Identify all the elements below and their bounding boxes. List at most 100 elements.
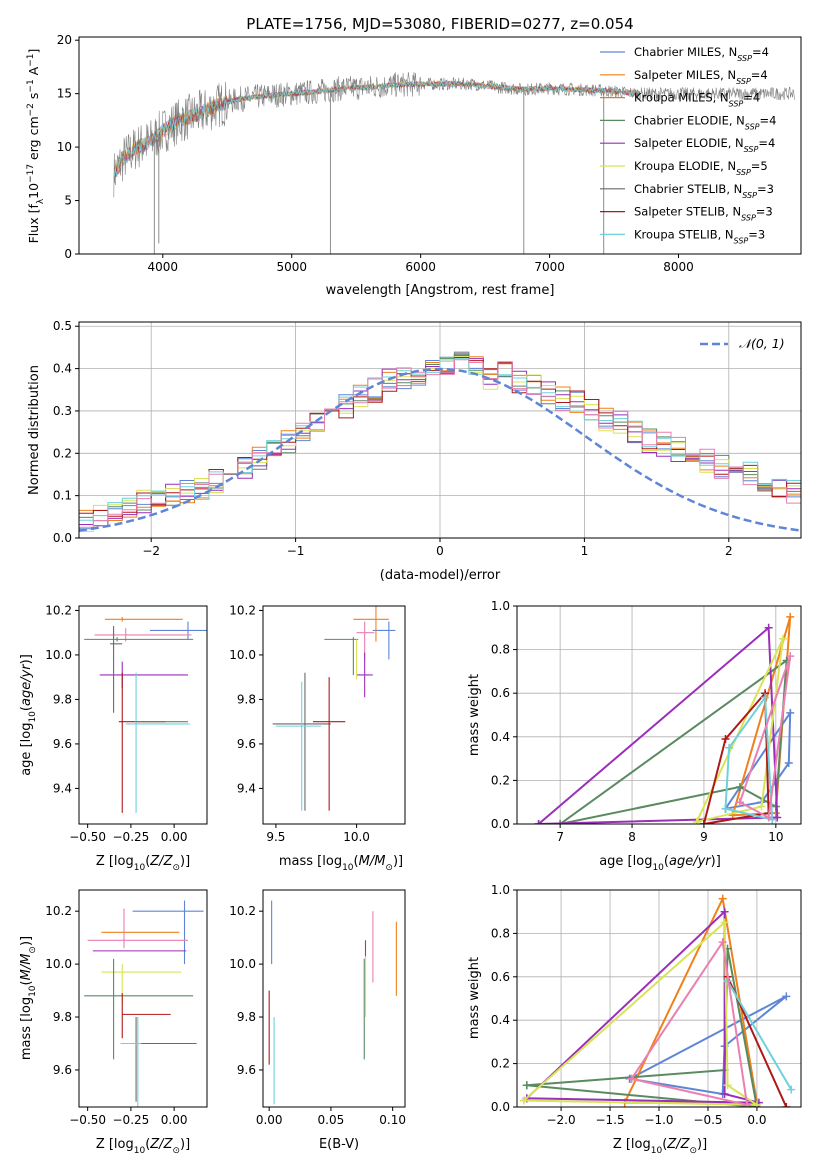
weight-marker: [764, 623, 773, 632]
plot-area: [272, 606, 396, 811]
y-axis-label-part: age [log: [19, 723, 34, 776]
axes-frame: [78, 36, 802, 255]
y-tick-label: 10.2: [229, 603, 256, 617]
x-axis-label-part: 10: [651, 1146, 663, 1156]
y-axis-label-part: (: [19, 706, 34, 711]
y-axis-label-part: )]: [19, 654, 34, 664]
x-axis-label-part: M/M: [359, 854, 386, 869]
plot-area: [534, 612, 795, 824]
weight-marker: [735, 782, 744, 791]
weight-marker: [757, 802, 766, 811]
residual-histogram-line: [79, 352, 801, 521]
y-axis-label-part: −2: [26, 103, 36, 116]
x-tick-label: 9: [700, 830, 708, 844]
weight-marker: [718, 938, 727, 947]
legend-entry-part: SSP: [742, 190, 757, 199]
y-tick-label: 10.2: [45, 603, 72, 617]
y-tick-label: 0.6: [491, 686, 510, 700]
legend-entry-part: Kroupa MILES, N: [634, 91, 729, 105]
y-tick-label: 5: [64, 194, 72, 208]
y-tick-label: 0.4: [491, 1013, 510, 1027]
legend-entry: Kroupa ELODIE, NSSP=5: [634, 159, 768, 177]
legend-entry-part: =3: [748, 227, 765, 241]
x-axis-label-part: age/yr: [669, 854, 712, 869]
y-tick-label: 0.1: [53, 489, 72, 503]
x-axis-label-part: (: [662, 1137, 667, 1152]
weight-line: [695, 638, 784, 823]
legend-entry-part: SSP: [736, 76, 751, 85]
weight-marker: [519, 1096, 528, 1105]
y-axis-label: mass weight: [467, 674, 482, 756]
x-tick-label: −0.50: [69, 1113, 106, 1127]
weight-marker: [556, 820, 565, 824]
y-tick-label: 15: [57, 87, 72, 101]
x-axis-label-part: (: [145, 1137, 150, 1152]
x-axis-label: Z [log10(Z/Z⊙)]: [96, 1137, 190, 1156]
weight-marker: [627, 1074, 636, 1083]
y-axis-label-part: mass [log: [19, 997, 34, 1060]
legend-entry-part: Salpeter MILES, N: [634, 68, 736, 82]
y-axis-label-part: ]: [26, 49, 41, 54]
y-axis-label-part: 10: [28, 985, 38, 997]
x-axis-label-part: (: [664, 854, 669, 869]
x-axis-label-part: ⊙: [172, 1146, 180, 1156]
model-spectrum-line: [113, 80, 640, 182]
weight-marker: [764, 813, 773, 822]
weight-marker: [735, 798, 744, 807]
y-axis-label-part: 10: [28, 711, 38, 723]
plot-area: [79, 351, 801, 536]
x-tick-label: −1.5: [595, 1113, 624, 1127]
x-axis-label: E(B-V): [319, 1137, 359, 1152]
weight-marker: [699, 820, 708, 824]
legend-entry-part: Kroupa ELODIE, N: [634, 159, 736, 173]
legend-entry-part: =4: [760, 113, 777, 127]
y-tick-label: 0.2: [491, 773, 510, 787]
y-tick-label: 0.4: [491, 730, 510, 744]
y-tick-label: 20: [57, 33, 72, 47]
y-tick-label: 9.8: [53, 1010, 72, 1024]
weight-marker: [786, 652, 795, 661]
spectrum-panel: 4000 5000 6000 7000 8000 0 5 10 15 20 Chabrier MIL…: [26, 33, 802, 298]
y-tick-label: 10: [57, 140, 72, 154]
age-vs-metallicity-panel: −0.50 −0.25 0.009.49.69.810.010.2Z [log10(…: [19, 603, 208, 873]
x-tick-label: 6000: [405, 260, 436, 274]
x-tick-label: 0.00: [161, 1113, 188, 1127]
legend-entry-part: SSP: [736, 168, 751, 177]
x-axis-label-part: Z [log: [96, 1137, 134, 1152]
legend-entry-part: =5: [751, 159, 768, 173]
x-axis-label-part: )]: [711, 854, 721, 869]
legend-entry-part: =4: [752, 45, 769, 59]
weight-marker: [786, 708, 795, 717]
legend-entry-part: SSP: [745, 122, 760, 131]
legend-entry-part: SSP: [729, 99, 744, 108]
y-axis-label: Flux [fλ10−17 erg cm−2 s−1 A−1]: [26, 49, 46, 244]
y-axis-label-part: λ: [36, 198, 46, 204]
weight-marker: [782, 1103, 791, 1107]
x-tick-label: −0.25: [113, 830, 150, 844]
weight-line: [726, 976, 788, 1107]
plot-area: [113, 72, 795, 254]
x-axis-label-part: Z/Z: [666, 1137, 690, 1152]
y-tick-label: 9.6: [237, 737, 256, 751]
y-axis-label-part: Flux [f: [26, 204, 41, 244]
legend-entry-part: Chabrier MILES, N: [634, 45, 737, 59]
x-tick-label: −1: [287, 544, 305, 558]
y-tick-label: 0.0: [53, 531, 72, 545]
weight-marker: [720, 1089, 729, 1098]
axes-frame: [262, 889, 406, 1108]
x-axis-label-part: ⊙: [172, 863, 180, 873]
weight-marker: [720, 918, 729, 927]
x-tick-label: 0.05: [318, 1113, 345, 1127]
legend-entry-part: SSP: [734, 236, 749, 245]
legend-entry: Kroupa MILES, NSSP=4: [634, 91, 760, 109]
y-axis-label-part: erg cm: [26, 116, 41, 164]
x-axis-label-part: )]: [180, 854, 190, 869]
x-axis-label-part: Z [log: [96, 854, 134, 869]
y-tick-label: 0.0: [491, 817, 510, 831]
x-tick-label: 0.00: [256, 1113, 283, 1127]
legend-entry: Salpeter MILES, NSSP=4: [634, 68, 768, 86]
legend-entry-part: Salpeter ELODIE, N: [634, 136, 744, 150]
x-tick-label: 2: [725, 544, 733, 558]
x-axis-label-part: )]: [180, 1137, 190, 1152]
